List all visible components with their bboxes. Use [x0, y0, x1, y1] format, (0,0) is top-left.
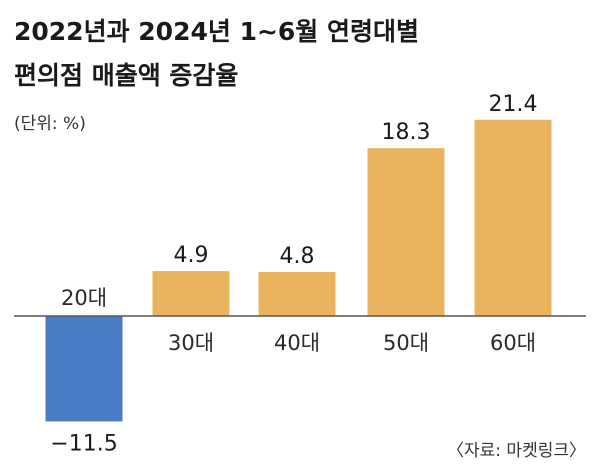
source-note: 〈자료: 마켓링크〉	[447, 441, 586, 461]
category-label-2: 40대	[274, 331, 320, 355]
value-label-3: 18.3	[382, 120, 431, 145]
category-label-1: 30대	[168, 331, 214, 355]
category-label-3: 50대	[383, 331, 429, 355]
bars-layer	[45, 119, 552, 422]
category-label-4: 60대	[490, 331, 536, 355]
category-label-0: 20대	[61, 286, 107, 310]
bar-3	[367, 148, 445, 316]
value-label-1: 4.9	[174, 243, 209, 268]
chart-title-line-2: 편의점 매출액 증감율	[14, 61, 238, 90]
bar-2	[258, 271, 336, 316]
value-label-0: −11.5	[50, 431, 117, 456]
value-label-4: 21.4	[489, 92, 538, 117]
chart-title-line-1: 2022년과 2024년 1~6월 연령대별	[14, 17, 419, 46]
bar-0	[45, 316, 123, 422]
value-label-2: 4.8	[280, 244, 315, 269]
unit-label: (단위: %)	[14, 114, 86, 134]
bar-1	[152, 271, 230, 316]
labels-layer: −11.5 20대 4.9 30대 4.8 40대 18.3 50대 21.4 60대	[50, 92, 537, 457]
bar-4	[474, 119, 552, 317]
